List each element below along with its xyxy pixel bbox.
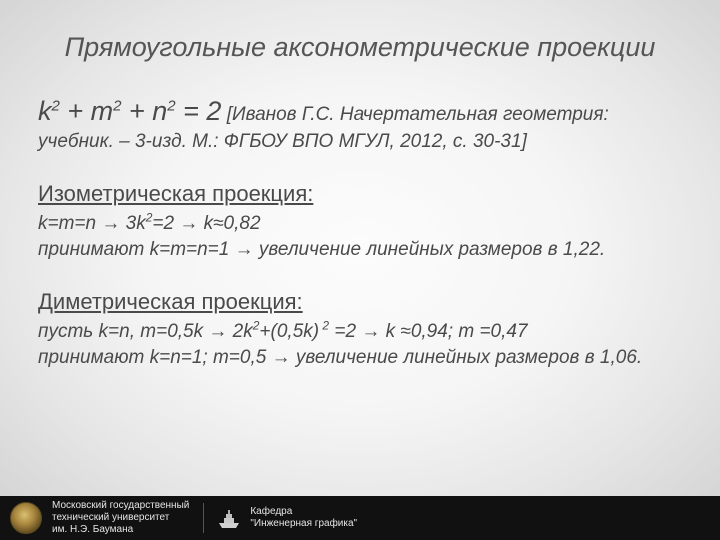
isometric-heading: Изометрическая проекция: [38,181,682,207]
dept-line1: Кафедра [250,506,357,518]
iso-line1-a: k=m=n → 3k [38,213,146,234]
department-name: Кафедра "Инженерная графика" [250,506,357,530]
eq-n: n [152,96,167,126]
eq-plus1: + [60,96,91,126]
citation-part1: Иванов Г.С. Начертательная геометрия: [232,104,609,125]
eq-rhs: 2 [206,96,221,126]
footer-divider [203,503,204,533]
dimetric-line2: принимают k=n=1; m=0,5 → увеличение лине… [38,347,682,369]
citation-open: [ [221,104,232,125]
iso-line1-b: =2 → k≈0,82 [152,213,260,234]
citation-close: ] [522,131,527,152]
uni-line2: технический университет [52,512,189,524]
university-crest-icon [10,502,42,534]
dim-line1-sup2: 2 [319,318,329,332]
citation-part2: учебник. – 3-изд. М.: ФГБОУ ВПО МГУЛ, 20… [38,131,522,152]
eq-m: m [91,96,114,126]
isometric-line2: принимают k=m=n=1 → увеличение линейных … [38,239,682,261]
dim-line1-c: =2 → k ≈0,94; m =0,47 [329,321,527,342]
eq-equals: = [176,96,207,126]
slide-title: Прямоугольные аксонометрические проекции [0,32,720,63]
uni-line1: Московский государственный [52,500,189,512]
university-name: Московский государственный технический у… [52,500,189,536]
main-equation-line: k2 + m2 + n2 = 2 [Иванов Г.С. Начертател… [38,95,682,129]
eq-k: k [38,96,52,126]
isometric-line1: k=m=n → 3k2=2 → k≈0,82 [38,213,682,235]
eq-plus2: + [121,96,152,126]
presentation-slide: Прямоугольные аксонометрические проекции… [0,0,720,540]
dim-line1-a: пусть k=n, m=0,5k → 2k [38,321,253,342]
citation-part2-wrap: учебник. – 3-изд. М.: ФГБОУ ВПО МГУЛ, 20… [38,131,682,153]
slide-footer: Московский государственный технический у… [0,496,720,540]
eq-sup3: 2 [167,98,175,115]
uni-line3: им. Н.Э. Баумана [52,524,189,536]
eq-sup1: 2 [52,98,60,115]
dimetric-line1: пусть k=n, m=0,5k → 2k2+(0,5k) 2 =2 → k … [38,321,682,343]
dimetric-heading: Диметрическая проекция: [38,289,682,315]
dim-line1-b: +(0,5k) [259,321,319,342]
dept-line2: "Инженерная графика" [250,518,357,530]
ship-icon [216,505,242,531]
slide-body: k2 + m2 + n2 = 2 [Иванов Г.С. Начертател… [38,95,682,369]
